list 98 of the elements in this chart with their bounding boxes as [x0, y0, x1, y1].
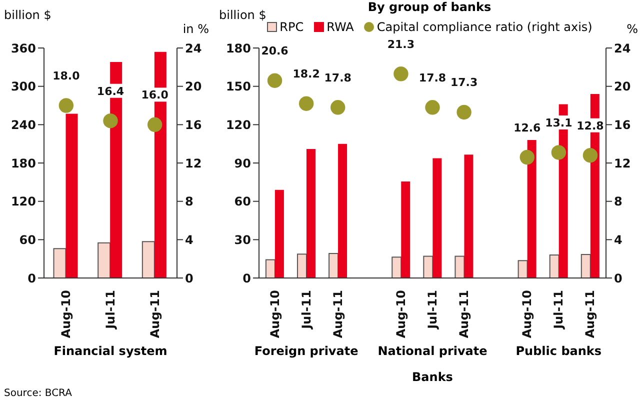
bar — [53, 248, 66, 278]
y2-tick-label: 4 — [185, 232, 194, 247]
y-tick-label: 150 — [226, 80, 251, 94]
y2-axis-title: in % — [182, 22, 209, 36]
data-label: 17.3 — [450, 76, 478, 90]
y2-tick-label: 20 — [185, 80, 202, 94]
x-tick-label: Aug-11 — [457, 290, 472, 338]
y-tick-label: 300 — [10, 80, 36, 94]
y-axis-title: billion $ — [4, 8, 52, 22]
y2-tick-label: 24 — [614, 41, 631, 56]
bar — [142, 241, 155, 278]
bar — [527, 140, 536, 278]
data-label: 17.8 — [324, 71, 352, 84]
bar — [432, 158, 442, 278]
y2-tick-label: 8 — [185, 194, 194, 209]
y2-tick-label: 4 — [614, 232, 622, 247]
y2-tick-label: 12 — [614, 156, 631, 170]
source-note: Source: BCRA — [4, 388, 72, 399]
x-axis-title: Financial system — [52, 344, 168, 358]
x-tick-label: Aug-10 — [268, 290, 282, 338]
data-label: 20.6 — [261, 44, 289, 58]
bar — [66, 114, 78, 278]
bar — [549, 254, 560, 278]
x-tick-label: Aug-10 — [59, 290, 74, 338]
data-label: 21.3 — [387, 38, 415, 51]
y-tick-label: 0 — [28, 271, 36, 286]
x-tick-label: Jul-11 — [299, 290, 314, 330]
y2-axis-title: % — [626, 22, 638, 36]
bar — [338, 144, 348, 278]
y-tick-label: 60 — [19, 232, 36, 247]
data-label: 18.2 — [292, 68, 320, 81]
y-tick-label: 0 — [242, 271, 251, 286]
bar — [401, 182, 410, 278]
y2-tick-label: 8 — [614, 194, 622, 209]
text: National private — [376, 344, 488, 358]
y2-tick-label: 12 — [185, 156, 202, 170]
y2-tick-label: 0 — [614, 271, 622, 286]
point — [267, 73, 282, 88]
bar — [265, 259, 276, 278]
data-label: 16.4 — [96, 84, 124, 98]
data-label: 12.6 — [514, 121, 542, 134]
text: Foreign private — [253, 344, 360, 358]
y-tick-label: 60 — [234, 194, 251, 209]
legend-label: RWA — [326, 20, 354, 34]
bar — [454, 256, 465, 278]
point — [58, 98, 74, 113]
bar — [274, 190, 284, 278]
y-tick-label: 240 — [10, 118, 36, 132]
y2-tick-label: 24 — [185, 41, 202, 56]
bar — [296, 254, 307, 278]
legend-label: Capital compliance ratio (right axis) — [376, 20, 592, 34]
bar — [306, 148, 316, 278]
y-tick-label: 120 — [226, 118, 251, 132]
data-label: 13.1 — [545, 116, 572, 130]
point — [551, 145, 566, 160]
bar — [98, 242, 111, 278]
point — [298, 96, 314, 111]
point — [520, 150, 534, 165]
y-tick-label: 360 — [10, 41, 36, 56]
data-label: 12.8 — [576, 119, 604, 132]
text: Public banks — [514, 344, 603, 358]
y2-tick-label: 0 — [185, 271, 194, 286]
bar — [328, 252, 339, 278]
bar — [464, 154, 474, 278]
y2-tick-label: 16 — [614, 118, 631, 132]
x-tick-label: Jul-11 — [104, 290, 118, 330]
point — [394, 66, 408, 82]
bar — [392, 256, 402, 278]
bar — [580, 254, 591, 278]
bar — [518, 260, 528, 278]
y-tick-label: 120 — [10, 194, 36, 209]
x-tick-label: Aug-11 — [583, 290, 598, 338]
x-tick-label: Aug-10 — [520, 290, 534, 338]
x-tick-label: Aug-10 — [394, 290, 408, 338]
point — [425, 100, 440, 115]
x-tick-label: Aug-11 — [148, 290, 162, 338]
point — [103, 113, 118, 128]
y2-tick-label: 20 — [614, 80, 631, 94]
point — [330, 100, 346, 115]
bar — [423, 256, 434, 278]
data-label: 18.0 — [52, 70, 80, 82]
y2-tick-label: 16 — [185, 118, 202, 132]
data-label: 17.8 — [418, 71, 446, 84]
x-tick-label: Jul-11 — [426, 290, 440, 330]
point — [456, 104, 472, 120]
x-axis-title: Banks — [411, 370, 454, 384]
y-axis-title: billion $ — [219, 8, 266, 22]
x-tick-label: Aug-11 — [330, 290, 345, 338]
y-tick-label: 180 — [226, 41, 251, 56]
data-label: 16.0 — [141, 88, 169, 102]
point — [582, 148, 598, 163]
legend-label: RPC — [280, 20, 304, 34]
y-tick-label: 90 — [234, 156, 251, 170]
y-tick-label: 30 — [234, 232, 251, 247]
chart-title: By group of banks — [368, 0, 492, 14]
y-tick-label: 180 — [10, 156, 36, 170]
point — [147, 117, 162, 132]
x-tick-label: Jul-11 — [552, 290, 566, 330]
